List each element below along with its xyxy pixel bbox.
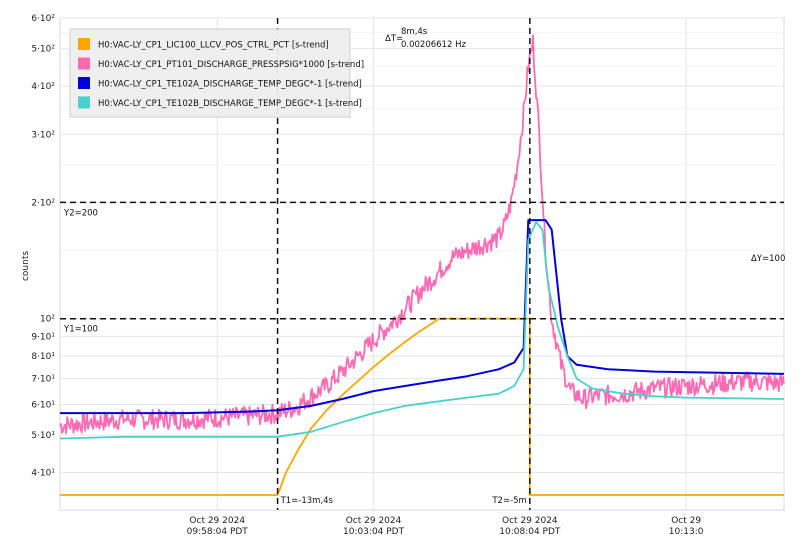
y-tick-label: 6·10² <box>31 14 55 24</box>
delta-y-label: ΔY=100 <box>751 254 785 264</box>
y-cursor-label: Y1=100 <box>63 325 98 335</box>
legend: H0:VAC-LY_CP1_LIC100_LLCV_POS_CTRL_PCT [… <box>69 28 364 118</box>
delta-t-frequency: 0.00206612 Hz <box>401 40 466 50</box>
series-line <box>60 219 785 415</box>
legend-entry: H0:VAC-LY_CP1_TE102B_DISCHARGE_TEMP_DEGC… <box>98 99 362 109</box>
y-tick-label: 2·10² <box>31 198 55 208</box>
y-axis: 4·10¹ 5·10¹ 6·10¹ 7·10¹ 8·10¹ 9·10¹ 10² 2·10² 3·… <box>31 14 55 479</box>
y-tick-label: 3·10² <box>31 130 55 140</box>
cursor-annotations: ΔT= 8m,4s 0.00206612 Hz ΔY=100 <box>385 27 785 264</box>
y-tick-label: 5·10² <box>31 45 55 55</box>
y-tick-label: 7·10¹ <box>31 375 55 385</box>
delta-t-value: 8m,4s <box>401 27 428 37</box>
legend-swatch <box>78 77 90 89</box>
x-tick-label: 09:58:04 PDT <box>187 527 249 537</box>
legend-box <box>69 28 351 118</box>
x-tick-label: 10:08:04 PDT <box>499 527 561 537</box>
y-tick-label: 4·10¹ <box>31 469 55 479</box>
series-line <box>59 34 785 435</box>
legend-entry: H0:VAC-LY_CP1_LIC100_LLCV_POS_CTRL_PCT [… <box>98 41 329 51</box>
y-tick-label: 6·10¹ <box>31 400 55 410</box>
y-tick-label: 8·10¹ <box>31 352 55 362</box>
y-tick-label: 10² <box>40 315 55 325</box>
x-cursor-label: T2=-5m <box>491 496 526 506</box>
y-tick-label: 5·10¹ <box>31 431 55 441</box>
y-tick-label: 4·10² <box>31 82 55 92</box>
x-tick-label: 10:13:0 <box>669 527 704 537</box>
x-tick-label: Oct 29 2024 <box>189 516 245 526</box>
legend-swatch <box>78 38 90 50</box>
delta-t-label: ΔT= <box>385 34 403 44</box>
x-cursor-label: T1=-13m,4s <box>280 496 334 506</box>
series-line <box>60 317 784 496</box>
legend-swatch <box>78 57 90 70</box>
y-axis-label: counts <box>21 251 31 281</box>
legend-entry: H0:VAC-LY_CP1_PT101_DISCHARGE_PRESSPSIG*… <box>98 60 364 70</box>
legend-swatch <box>78 96 90 109</box>
x-tick-label: 10:03:04 PDT <box>343 527 405 537</box>
legend-entry: H0:VAC-LY_CP1_TE102A_DISCHARGE_TEMP_DEGC… <box>98 80 362 90</box>
series-line <box>59 221 785 440</box>
y-tick-label: 9·10¹ <box>31 332 55 342</box>
x-tick-label: Oct 29 2024 <box>346 516 402 526</box>
y-cursor-label: Y2=200 <box>63 208 98 218</box>
x-tick-label: Oct 29 2024 <box>502 516 558 526</box>
cursor-lines[interactable]: Y2=200 Y1=100 T1=-13m,4s T2=-5m <box>60 18 784 510</box>
x-tick-label: Oct 29 <box>671 516 701 526</box>
